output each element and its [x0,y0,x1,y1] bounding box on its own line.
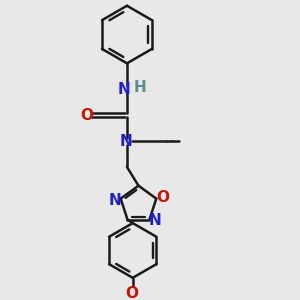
Text: methyl: methyl [170,140,175,141]
Text: O: O [80,108,93,123]
Text: N: N [119,134,132,148]
Text: N: N [149,214,162,229]
Text: O: O [125,286,138,300]
Text: N: N [109,193,121,208]
Text: O: O [156,190,169,205]
Text: N: N [118,82,130,97]
Text: H: H [134,80,146,95]
